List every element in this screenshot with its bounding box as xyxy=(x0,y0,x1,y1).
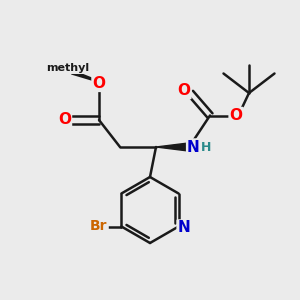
Text: O: O xyxy=(177,83,190,98)
Text: methyl: methyl xyxy=(64,67,69,68)
Text: Br: Br xyxy=(90,220,108,233)
Text: methyl: methyl xyxy=(46,63,89,73)
Text: O: O xyxy=(92,76,106,91)
Text: H: H xyxy=(201,141,211,154)
Polygon shape xyxy=(156,143,188,151)
Text: O: O xyxy=(58,112,71,128)
Text: N: N xyxy=(178,220,190,236)
Text: methyl: methyl xyxy=(63,71,68,72)
Text: O: O xyxy=(230,108,243,123)
Text: N: N xyxy=(187,140,200,154)
